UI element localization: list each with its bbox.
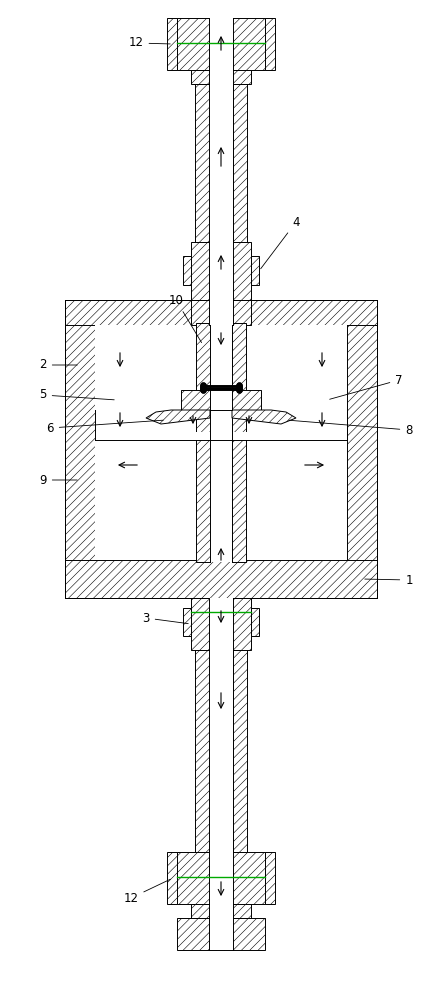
Bar — [191, 300, 251, 325]
Bar — [232, 323, 246, 562]
Bar — [195, 650, 209, 852]
Bar — [265, 18, 275, 70]
Bar — [177, 18, 265, 70]
Bar — [209, 650, 233, 852]
Bar — [209, 84, 233, 242]
Text: 4: 4 — [261, 216, 300, 269]
Bar — [65, 300, 377, 325]
Bar — [177, 852, 265, 904]
Bar — [209, 852, 233, 904]
Bar — [191, 70, 251, 84]
Bar — [177, 918, 265, 950]
Bar — [191, 598, 251, 650]
Bar — [196, 323, 210, 562]
Bar — [65, 560, 377, 598]
Text: 6: 6 — [46, 420, 163, 434]
Bar — [233, 650, 247, 852]
Text: 7: 7 — [330, 373, 403, 399]
Bar — [209, 242, 233, 300]
Bar — [209, 18, 233, 70]
Bar — [209, 70, 233, 84]
Text: 3: 3 — [142, 611, 188, 624]
Bar — [167, 18, 177, 70]
Bar — [183, 608, 191, 636]
Bar — [191, 242, 251, 300]
Bar — [167, 852, 177, 904]
Bar — [251, 256, 259, 285]
Bar — [233, 84, 247, 242]
Bar — [209, 904, 233, 918]
Text: 5: 5 — [39, 388, 114, 401]
Text: 9: 9 — [39, 474, 77, 487]
Bar — [95, 325, 347, 560]
Text: 2: 2 — [39, 359, 77, 371]
Bar — [209, 300, 233, 325]
Bar — [251, 608, 259, 636]
Bar — [181, 390, 261, 410]
Bar — [347, 300, 377, 598]
Text: 12: 12 — [129, 36, 170, 49]
Text: 8: 8 — [289, 420, 413, 436]
Text: 12: 12 — [123, 879, 171, 904]
Bar — [210, 390, 232, 410]
Polygon shape — [232, 410, 296, 424]
Polygon shape — [146, 410, 210, 424]
Bar — [191, 904, 251, 918]
Text: 1: 1 — [365, 574, 413, 586]
Bar — [210, 323, 232, 562]
Bar — [65, 300, 377, 598]
Text: 10: 10 — [168, 294, 202, 343]
Bar — [265, 852, 275, 904]
Bar — [195, 84, 209, 242]
Bar — [183, 256, 191, 285]
Bar — [209, 598, 233, 650]
Bar — [65, 300, 95, 598]
Bar — [95, 432, 347, 440]
Bar — [209, 918, 233, 950]
